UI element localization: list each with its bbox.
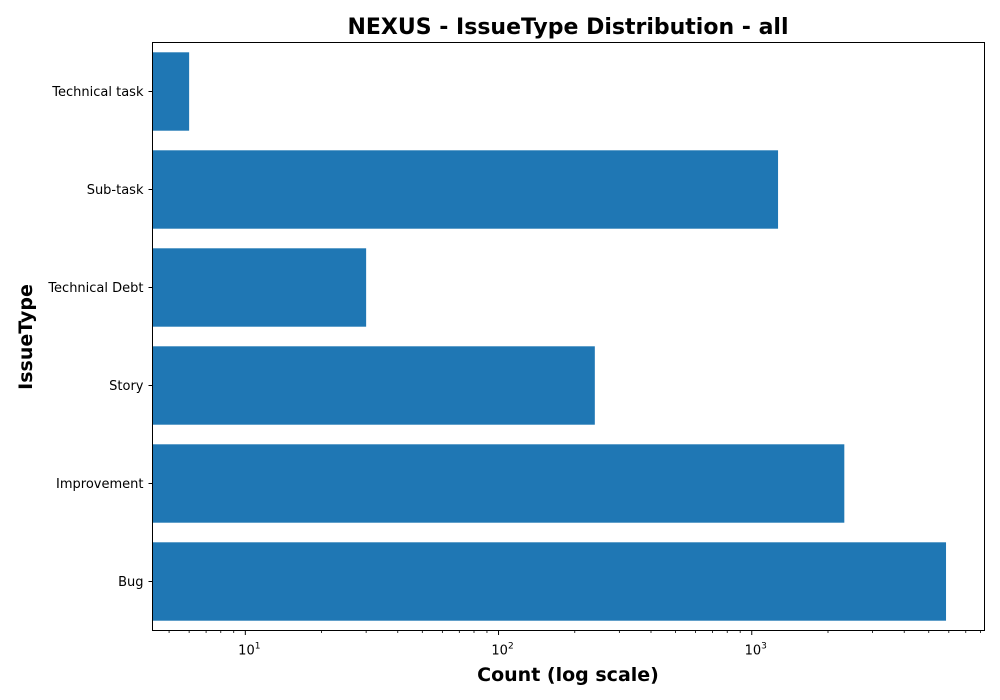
bar-bug xyxy=(152,542,947,621)
bar-sub-task xyxy=(152,150,779,229)
chart-title: NEXUS - IssueType Distribution - all xyxy=(347,15,788,40)
y-tick-label-story: Story xyxy=(109,379,144,394)
x-tick-label-1000: 103 xyxy=(745,642,767,659)
bar-technical-task xyxy=(152,52,190,131)
bars-layer xyxy=(152,52,947,621)
ticks-layer: Technical task Sub-task Technical Debt Stor… xyxy=(47,85,981,659)
x-tick-label-100: 102 xyxy=(491,642,513,659)
y-tick-label-technical-task: Technical task xyxy=(51,85,144,100)
y-tick-label-technical-debt: Technical Debt xyxy=(47,281,143,296)
bar-technical-debt xyxy=(152,248,367,327)
plot-frame xyxy=(152,42,985,631)
bar-improvement xyxy=(152,444,845,523)
y-tick-label-bug: Bug xyxy=(118,575,143,590)
y-tick-label-sub-task: Sub-task xyxy=(87,183,144,198)
x-tick-label-10: 101 xyxy=(238,642,260,659)
x-axis-label: Count (log scale) xyxy=(477,664,659,686)
y-tick-label-improvement: Improvement xyxy=(56,477,143,492)
bar-story xyxy=(152,346,595,425)
y-axis-label: IssueType xyxy=(15,284,37,390)
